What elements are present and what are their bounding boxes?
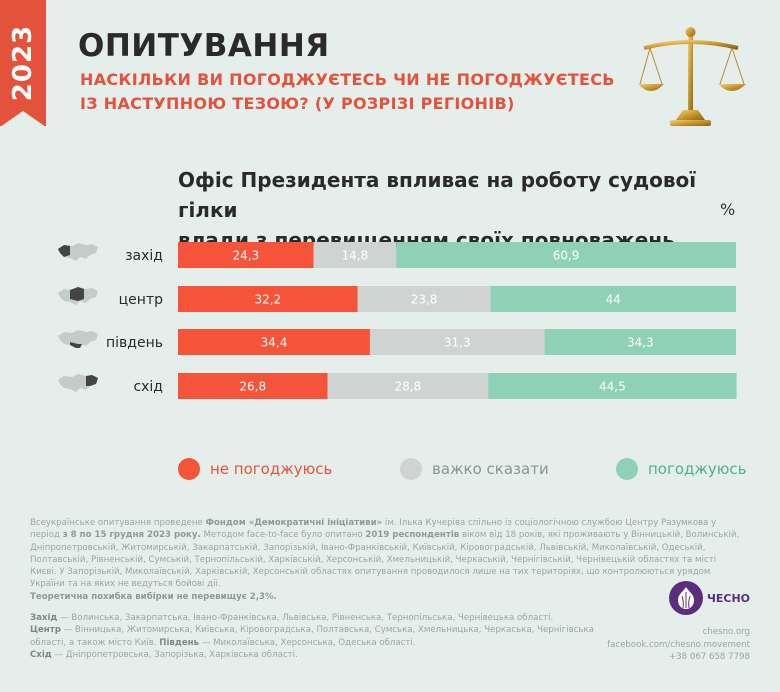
category-label-center: центр: [119, 292, 163, 308]
bar-west-agree: [396, 242, 736, 268]
map-west-icon: [58, 243, 98, 261]
scales-of-justice-icon: [638, 27, 746, 126]
map-east-icon: [58, 374, 98, 392]
region-east-text: — Дніпропетровська, Запорізька, Харківсь…: [51, 649, 298, 660]
page-subtitle: НАСКІЛЬКИ ВИ ПОГОДЖУЄТЕСЬ ЧИ НЕ ПОГОДЖУЄ…: [80, 68, 640, 116]
bar-west-hard-to-say: [313, 242, 397, 268]
footnote-text: віком від 18 років, які проживають у Він…: [30, 530, 740, 590]
footnote-error-margin: Теоретична похибка вибірки не перевищує …: [30, 591, 277, 602]
bar-south-disagree: [178, 329, 370, 355]
map-center-icon: [58, 287, 98, 305]
data-label-east-disagree: 26,8: [239, 380, 266, 394]
region-south-text: — Миколаївська, Херсонська, Одеська обла…: [199, 637, 416, 648]
legend-swatch-hard-to-say: [400, 458, 422, 480]
year-ribbon: 2023: [0, 0, 46, 127]
footnote-fund: Фондом «Демократичні ініціативи»: [205, 518, 383, 528]
data-label-south-disagree: 34,4: [261, 336, 288, 350]
region-center-label: Центр: [30, 625, 61, 636]
legend-swatch-agree: [616, 458, 638, 480]
subtitle-line-1: НАСКІЛЬКИ ВИ ПОГОДЖУЄТЕСЬ ЧИ НЕ ПОГОДЖУЄ…: [80, 70, 615, 89]
category-label-east: схід: [133, 379, 163, 395]
bar-east-disagree: [178, 373, 328, 399]
regions-legend: Захід — Волинська, Закарпатська, Івано-Ф…: [30, 612, 600, 661]
legend-item-agree: погоджуюсь: [616, 458, 747, 480]
map-south-icon: [58, 330, 98, 348]
subtitle-line-2: ІЗ НАСТУПНОЮ ТЕЗОЮ? (У РОЗРІЗІ РЕГІОНІВ): [80, 94, 515, 113]
region-center-text: — Вінницька, Житомирська, Київська, Кіро…: [30, 625, 594, 648]
region-east-label: Схід: [30, 649, 52, 660]
region-south-label: Південь: [159, 637, 200, 648]
footnote-text: спільно із соціологічною службою Центру …: [30, 518, 717, 541]
legend-item-disagree: не погоджуюсь: [178, 458, 332, 480]
legend-label-hard-to-say: важко сказати: [432, 460, 549, 478]
data-label-west-agree: 60,9: [553, 249, 580, 263]
garlic-logo-icon: [669, 581, 703, 615]
phone-number: +38 067 658 7798: [668, 652, 750, 662]
facebook-link[interactable]: facebook.com/chesno.movement: [607, 639, 750, 650]
data-label-south-hard-to-say: 31,3: [444, 336, 471, 350]
chesno-logo: ЧЕСНО: [668, 580, 750, 616]
data-label-east-hard-to-say: 28,8: [395, 380, 422, 394]
survey-footnote: Всеукраїнське опитування проведене Фондо…: [30, 517, 740, 603]
data-label-south-agree: 34,3: [627, 336, 654, 350]
bar-south-hard-to-say: [369, 329, 545, 355]
footnote-text: Методом face-to-face було опитано: [200, 530, 366, 541]
footnote-respondents: 2019 респондентів: [365, 530, 460, 541]
bar-east-hard-to-say: [327, 373, 489, 399]
data-label-east-agree: 44,5: [599, 380, 626, 394]
data-label-center-agree: 44: [606, 293, 621, 307]
site-link[interactable]: chesno.org: [702, 627, 750, 637]
category-label-west: захід: [125, 248, 163, 264]
category-label-south: південь: [106, 335, 163, 351]
legend-swatch-disagree: [178, 458, 200, 480]
footnote-dates: з 8 по 15 грудня 2023 року.: [62, 530, 201, 541]
region-west-text: — Волинська, Закарпатська, Івано-Франків…: [57, 613, 554, 623]
footnote-text: Всеукраїнське опитування проведене: [30, 518, 206, 528]
legend-label-agree: погоджуюсь: [648, 460, 747, 478]
data-label-west-disagree: 24,3: [232, 249, 259, 263]
region-west-label: Захід: [30, 613, 58, 623]
bar-center-disagree: [178, 286, 358, 312]
legend-label-disagree: не погоджуюсь: [210, 460, 333, 478]
legend-item-hard-to-say: важко сказати: [400, 458, 549, 480]
data-label-center-disagree: 32,2: [254, 293, 281, 307]
logo-text: ЧЕСНО: [707, 591, 751, 605]
bar-east-agree: [488, 373, 737, 399]
data-label-center-hard-to-say: 23,8: [411, 293, 438, 307]
bar-south-agree: [544, 329, 736, 355]
chart-title-line-1: Офіс Президента впливає на роботу судово…: [178, 168, 697, 222]
bar-center-agree: [490, 286, 736, 312]
footnote-text: ім. Ілька Кучеріва: [382, 518, 466, 528]
bar-center-hard-to-say: [357, 286, 491, 312]
stacked-bar-chart: захід 24,3 14,8 60,9 центр 32,2 23,8 44 південь 3…: [58, 242, 737, 399]
data-label-west-hard-to-say: 14,8: [342, 249, 369, 263]
bar-west-disagree: [178, 242, 314, 268]
page-title: ОПИТУВАННЯ: [78, 28, 330, 64]
contacts: chesno.org facebook.com/chesno.movement …: [607, 626, 750, 664]
chart-unit: %: [720, 200, 736, 219]
